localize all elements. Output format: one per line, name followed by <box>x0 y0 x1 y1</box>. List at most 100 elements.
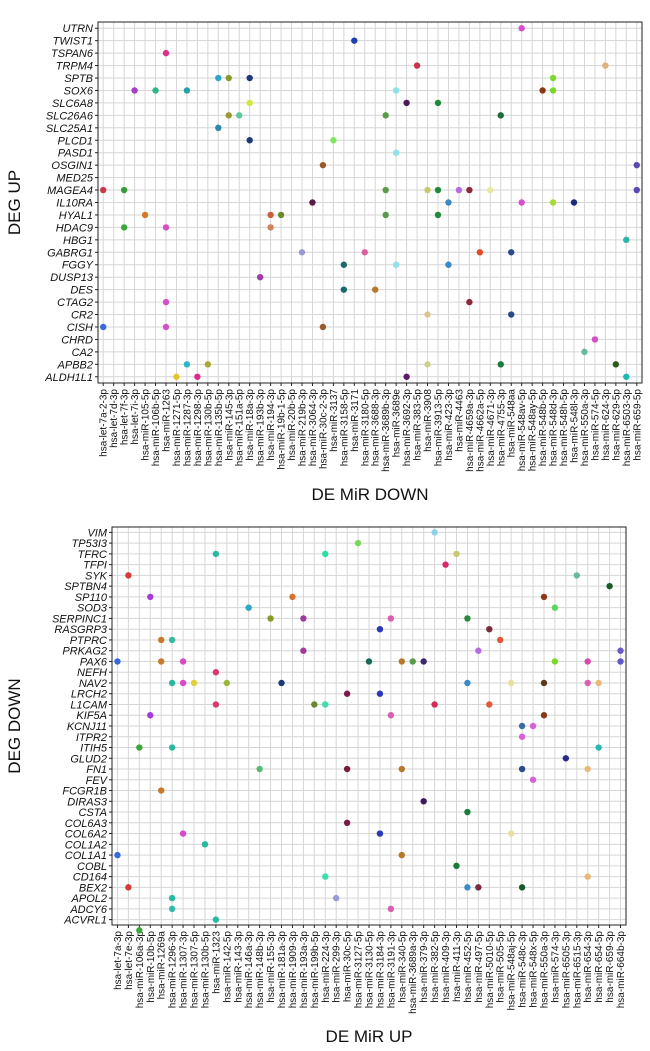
data-point <box>152 87 159 94</box>
data-point <box>551 604 559 611</box>
data-point <box>424 311 431 318</box>
data-point <box>309 199 316 206</box>
x-tick-label: hsa-miR-3184-3p <box>375 931 386 1009</box>
data-point <box>267 211 274 219</box>
data-point <box>147 593 154 601</box>
data-point <box>445 199 452 206</box>
y-tick-label: ALDH1L1 <box>44 372 93 384</box>
y-tick-label: SYK <box>85 570 108 582</box>
x-tick-label: hsa-miR-383-5p <box>413 389 424 461</box>
data-point <box>633 186 640 194</box>
x-tick-label: hsa-miR-193a-3p <box>299 931 310 1009</box>
data-point <box>236 112 243 119</box>
data-point <box>455 186 463 194</box>
data-point <box>464 808 471 816</box>
x-tick-label: hsa-miR-3191-3p <box>386 931 397 1009</box>
data-points <box>114 529 624 934</box>
data-point <box>278 679 285 687</box>
y-tick-label: SPTBN4 <box>64 581 107 593</box>
x-tick-label: hsa-miR-6515-3p <box>572 931 583 1009</box>
data-point <box>311 701 318 708</box>
data-point <box>147 712 154 719</box>
x-tick-label: hsa-miR-423-3p <box>444 389 455 461</box>
y-tick-label: ITIH5 <box>80 743 108 755</box>
data-point <box>162 323 170 331</box>
x-tick-label: hsa-miR-550a-3p <box>580 389 591 467</box>
data-point <box>162 224 170 231</box>
y-tick-label: GABRG1 <box>47 247 93 259</box>
data-point <box>194 373 201 380</box>
x-tick-label: hsa-let-7i-3p <box>130 389 141 445</box>
data-point <box>289 593 296 601</box>
x-tick-label: hsa-miR-3913-5p <box>434 389 445 467</box>
data-point <box>168 905 176 913</box>
data-point <box>392 149 400 156</box>
data-point <box>136 927 143 934</box>
y-tick-label: APBB2 <box>57 359 93 371</box>
data-point <box>256 273 264 281</box>
data-point <box>246 99 253 107</box>
x-tick-label: hsa-miR-379-3p <box>419 931 430 1003</box>
x-tick-label: hsa-miR-30c-5p <box>343 931 354 1003</box>
data-point <box>158 636 165 644</box>
data-point <box>322 550 329 558</box>
y-tick-label: FCGR1B <box>62 786 107 798</box>
x-tick-label: hsa-miR-194-3p <box>266 389 277 461</box>
y-tick-label: COL6A2 <box>65 829 107 841</box>
data-point <box>125 572 132 579</box>
data-point <box>330 137 337 144</box>
data-point <box>398 851 406 859</box>
x-tick-label: hsa-miR-299-3p <box>332 931 343 1003</box>
data-point <box>487 186 494 194</box>
data-point <box>382 112 389 119</box>
y-tick-label: SLC6A8 <box>52 98 94 110</box>
y-tick-label: COL6A3 <box>65 818 108 830</box>
x-tick-label: hsa-miR-3689b-3p <box>381 389 392 472</box>
data-point <box>584 873 591 880</box>
y-tick-label: HBG1 <box>63 235 93 247</box>
data-point <box>529 722 537 730</box>
data-point <box>354 539 362 547</box>
x-tick-label: hsa-miR-105-5p <box>141 389 152 461</box>
data-point <box>570 199 578 206</box>
y-tick-label: TRPM4 <box>56 61 93 73</box>
data-point <box>212 916 220 923</box>
data-point <box>584 679 591 687</box>
x-tick-label: hsa-miR-497-5p <box>474 931 485 1003</box>
panel-bottom: VIMTP53I3TFRCTFPISYKSPTBN4SP110SOD3SERPI… <box>5 526 627 1046</box>
y-tick-label: LRCH2 <box>71 689 107 701</box>
data-point <box>168 894 176 902</box>
y-tick-label: FEV <box>86 775 109 787</box>
x-tick-label: hsa-miR-1323 <box>211 931 222 994</box>
y-axis-title: DEG DOWN <box>5 678 24 773</box>
data-point <box>300 647 307 654</box>
data-point <box>453 862 460 870</box>
x-tick-label: hsa-miR-548av-5p <box>517 389 528 472</box>
x-tick-label: hsa-miR-146a-3p <box>244 931 255 1009</box>
data-point <box>497 112 504 119</box>
data-point <box>434 99 442 107</box>
data-point <box>518 25 525 32</box>
data-point <box>398 765 406 773</box>
y-tick-label: SP110 <box>75 592 108 604</box>
data-point <box>322 873 329 880</box>
data-point <box>464 679 471 687</box>
x-tick-label: hsa-miR-548l-3p <box>570 389 581 463</box>
data-point <box>204 361 212 368</box>
y-tick-label: NAV2 <box>79 678 107 690</box>
y-tick-label: PASD1 <box>58 148 93 160</box>
y-tick-label: CD164 <box>73 872 107 884</box>
data-point <box>595 679 602 687</box>
x-axis-title: DE MiR DOWN <box>311 485 428 504</box>
data-point <box>507 830 515 837</box>
data-point <box>215 124 222 132</box>
data-point <box>539 87 546 94</box>
x-tick-label: hsa-miR-18a-3p <box>245 389 256 461</box>
data-point <box>403 373 410 380</box>
y-tick-label: SLC26A6 <box>46 110 94 122</box>
data-point <box>332 894 340 902</box>
data-point <box>212 550 220 558</box>
x-tick-label: hsa-miR-3692-3p <box>402 389 413 467</box>
data-point <box>529 776 537 783</box>
x-tick-label: hsa-let-7a-2-3p <box>99 389 110 457</box>
